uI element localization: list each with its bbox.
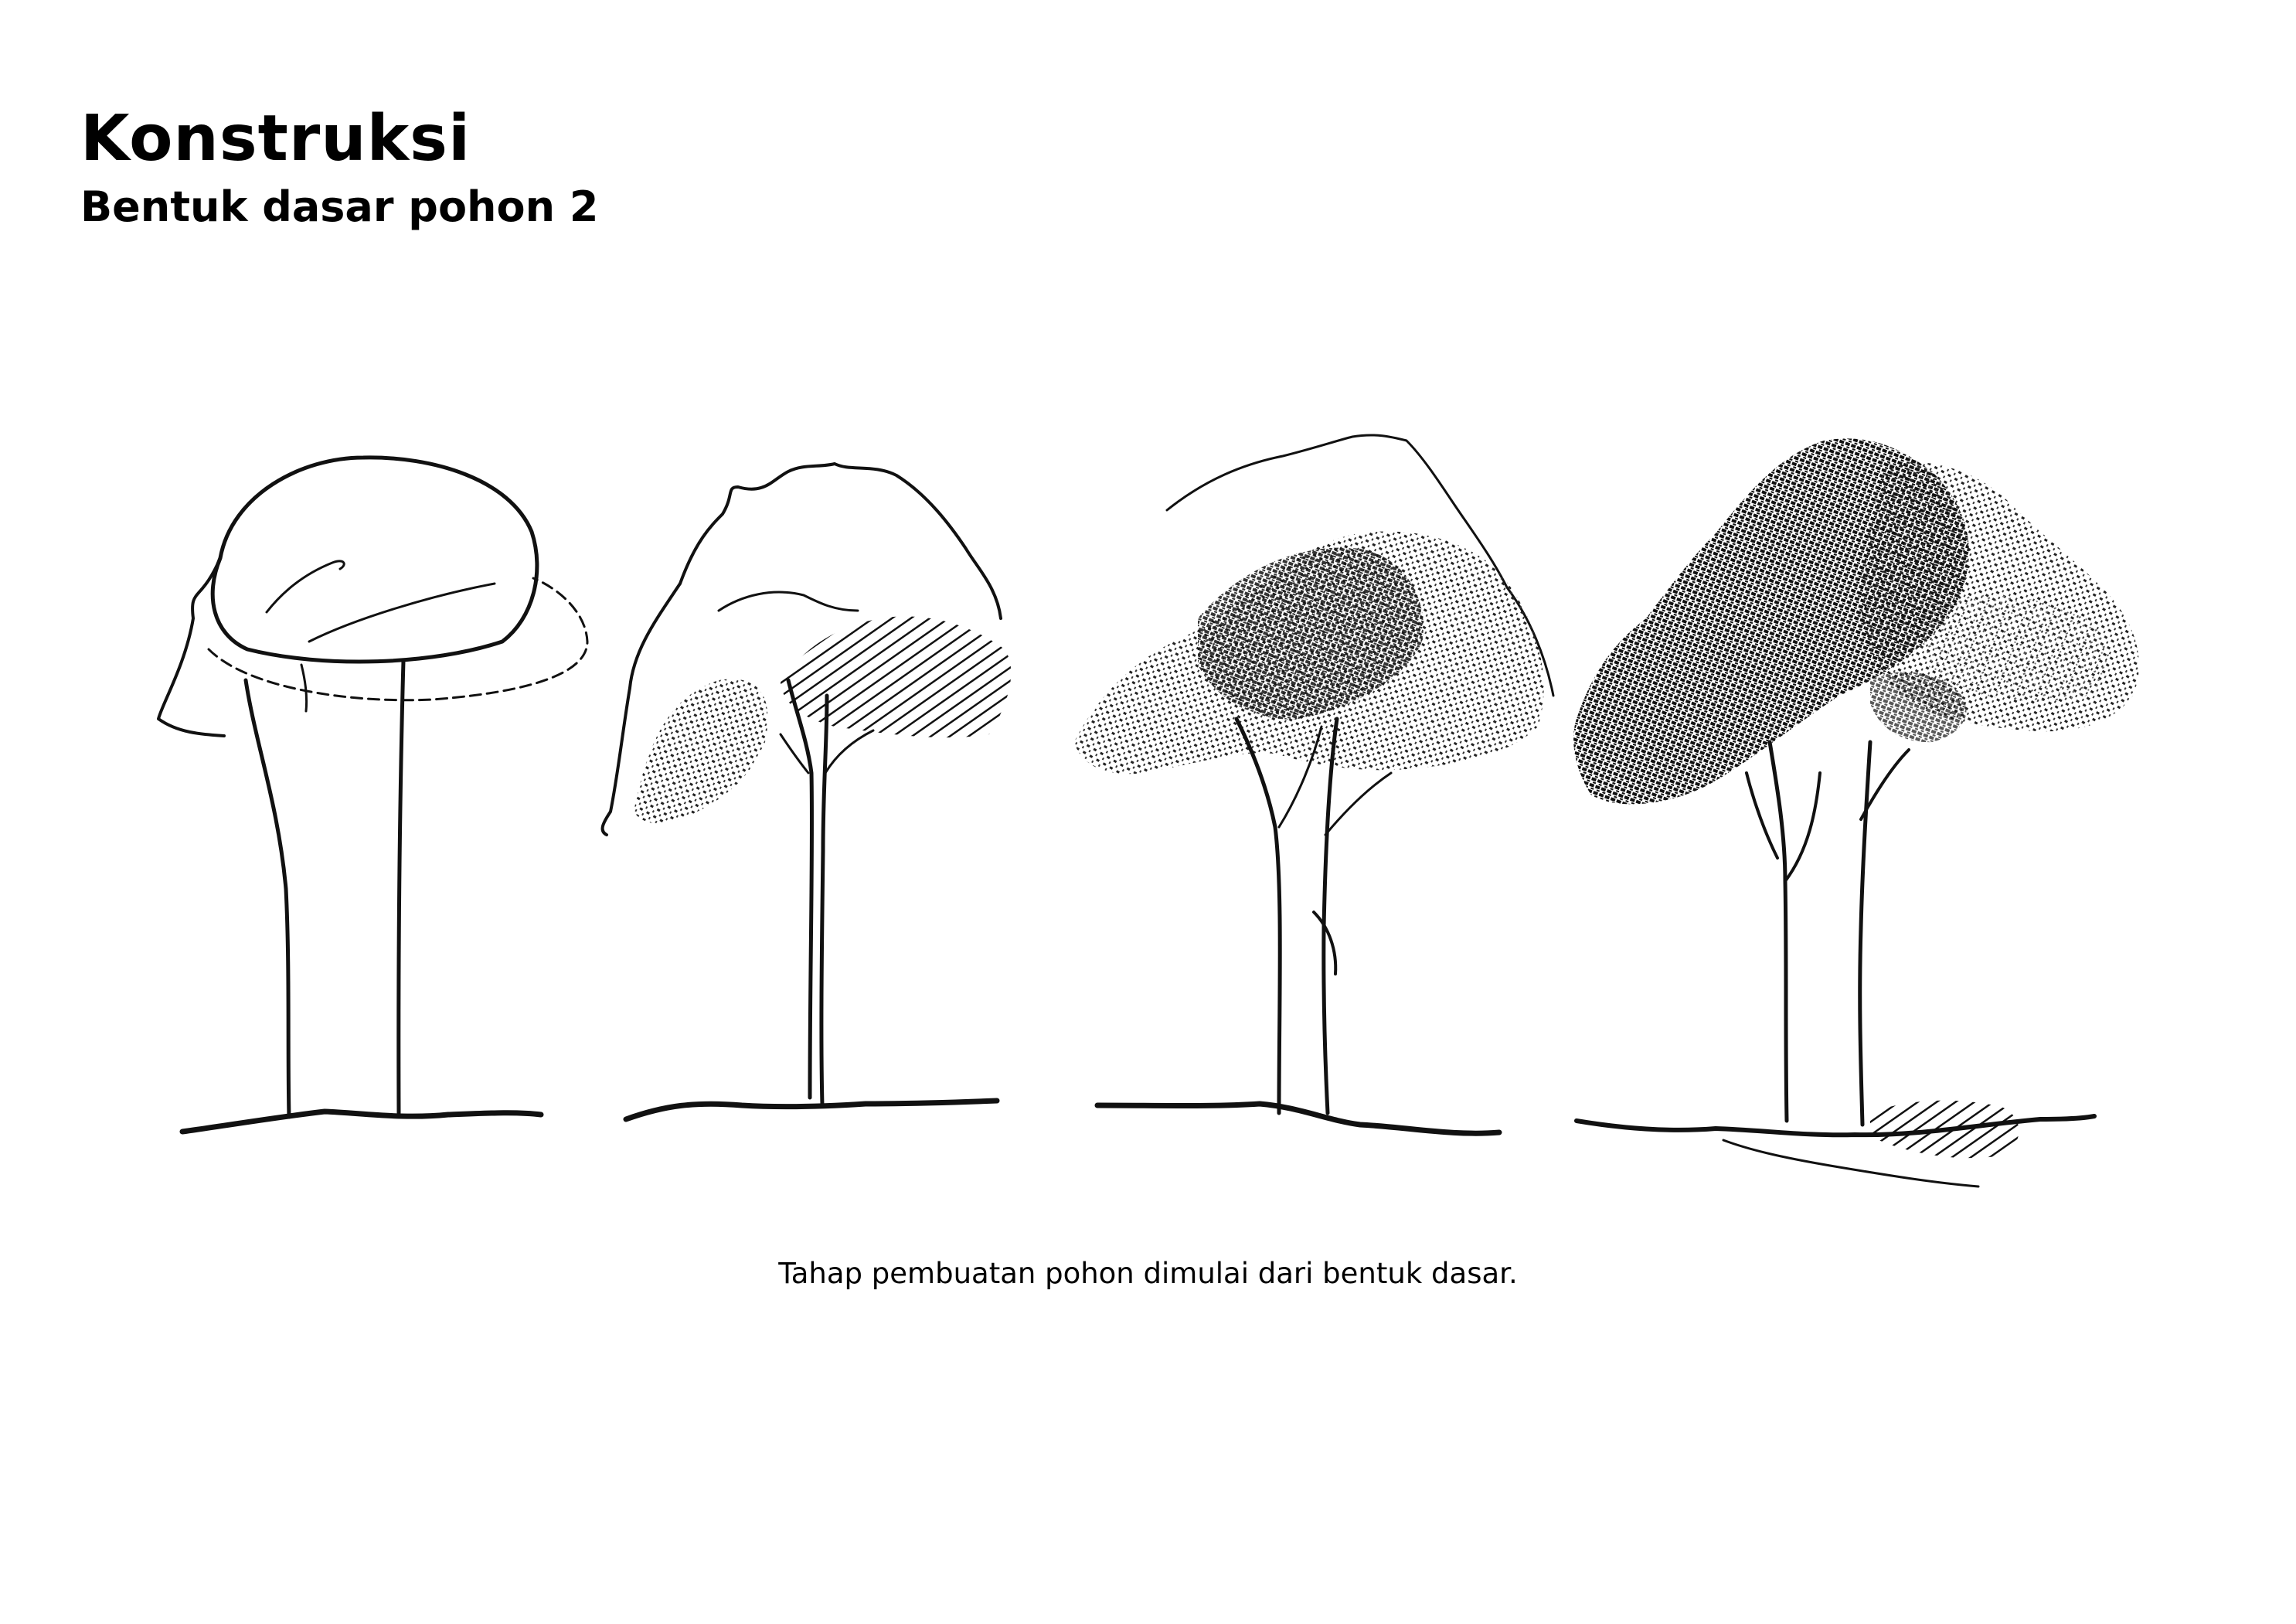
figure-caption: Tahap pembuatan pohon dimulai dari bentu… — [0, 1257, 2296, 1290]
tree-sketch-canopy-outline-icon — [603, 464, 1012, 1119]
tree-sketch-basic-shape-icon — [158, 458, 587, 1132]
tree-sketch-detailed-foliage-icon — [1573, 438, 2139, 1187]
tree-sketch-shading-icon — [1074, 435, 1553, 1133]
